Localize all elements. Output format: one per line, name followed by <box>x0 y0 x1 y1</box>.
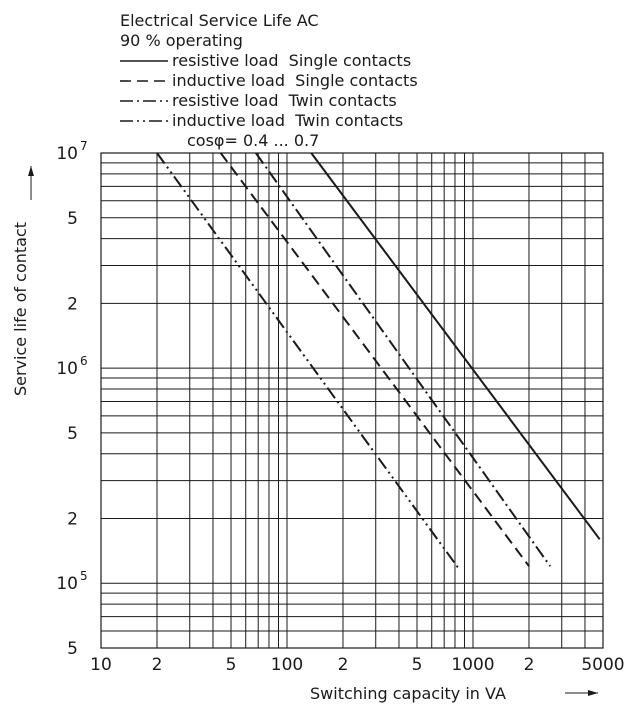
x-tick-label: 2 <box>152 655 163 675</box>
y-tick-label: 2 <box>67 509 78 529</box>
x-tick-label: 5 <box>226 655 237 675</box>
legend-label-1: resistive load Single contacts <box>172 51 411 70</box>
x-tick-label: 1000 <box>451 655 494 675</box>
y-tick-label: 5 <box>67 639 78 659</box>
legend-label-2: inductive load Single contacts <box>172 71 418 90</box>
y-tick-exponent: 7 <box>80 139 88 153</box>
y-tick-exponent: 6 <box>80 354 88 368</box>
x-tick-label: 2 <box>338 655 349 675</box>
y-tick-label: 10 <box>56 574 78 594</box>
y-tick-exponent: 5 <box>80 569 88 583</box>
y-tick-label: 2 <box>67 294 78 314</box>
x-tick-label: 10 <box>90 655 112 675</box>
y-tick-label: 10 <box>56 359 78 379</box>
y-axis-arrow-head <box>28 166 34 176</box>
series-line-1 <box>310 152 601 540</box>
grid <box>100 152 604 649</box>
chart-note: cosφ= 0.4 ... 0.7 <box>187 131 319 150</box>
series-line-4 <box>156 152 461 571</box>
axis-arrows <box>28 166 598 696</box>
x-axis-label: Switching capacity in VA <box>310 684 506 703</box>
x-axis-arrow-head <box>588 690 598 696</box>
legend-label-4: inductive load Twin contacts <box>172 111 403 130</box>
y-tick-label: 5 <box>67 209 78 229</box>
x-tick-label: 2 <box>524 655 535 675</box>
y-tick-label: 5 <box>67 424 78 444</box>
y-tick-label: 10 <box>56 144 78 164</box>
x-tick-label: 5000 <box>581 655 624 675</box>
series-line-3 <box>255 152 551 567</box>
chart-title: Electrical Service Life AC <box>120 11 319 30</box>
x-tick-label: 100 <box>271 655 303 675</box>
x-tick-label: 5 <box>412 655 423 675</box>
chart-subtitle: 90 % operating <box>120 31 243 50</box>
y-axis-label: Service life of contact <box>11 222 30 396</box>
series-lines <box>156 152 601 571</box>
legend-label-3: resistive load Twin contacts <box>172 91 397 110</box>
series-line-2 <box>219 152 530 567</box>
plot-frame <box>100 152 604 649</box>
legend: resistive load Single contactsinductive … <box>120 51 418 130</box>
